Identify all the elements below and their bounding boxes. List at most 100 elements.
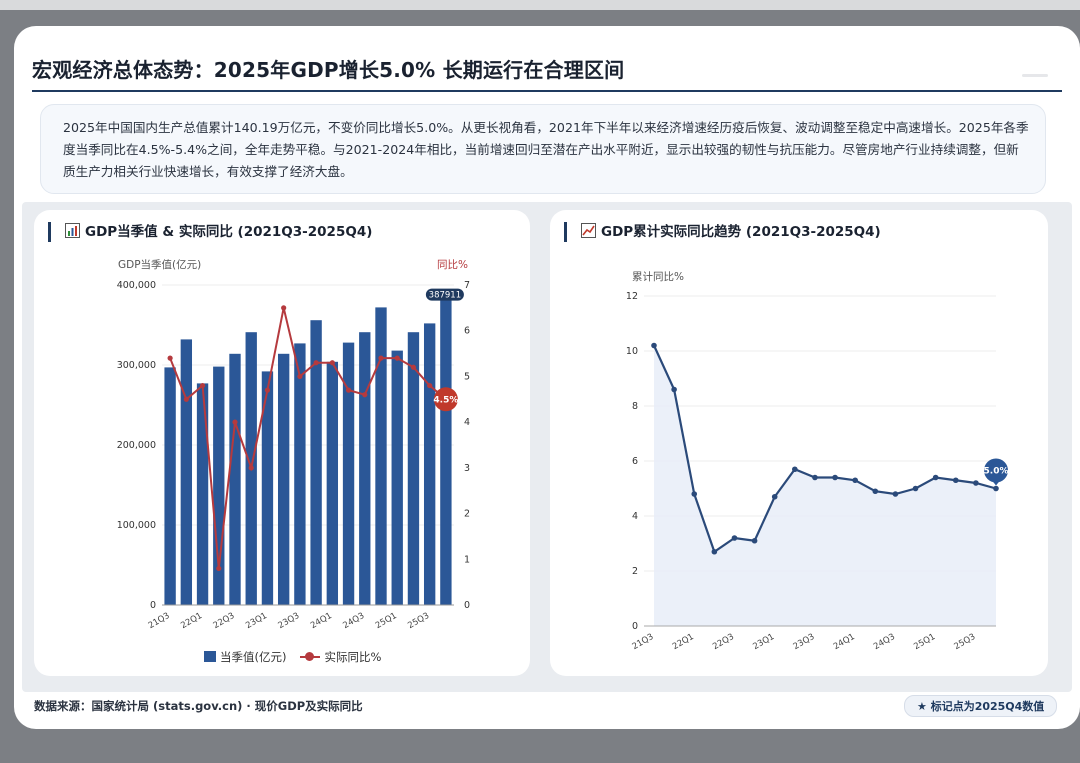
chart1-y2-axis-label: 同比% [437,258,468,271]
chart1-bar [213,366,225,605]
chart1-yoy-point [281,305,287,311]
chart2-point [973,480,979,486]
chart2-x-tick: 22Q3 [711,632,736,652]
chart1-y2-tick: 2 [464,509,470,520]
chart2-x-tick: 24Q1 [832,632,857,652]
chart1-bar [196,383,209,605]
chart2-point [691,491,698,497]
chart1-y-tick: 100,000 [117,520,156,531]
chart1-line-value-badge [433,387,458,412]
chart2-y-tick: 0 [632,621,638,632]
chart2-x-tick: 25Q1 [912,632,937,652]
data-source-note: 数据来源：国家统计局 (stats.gov.cn) · 现价GDP及实际同比 [34,699,363,713]
legend-line-label: 实际同比% [324,650,382,664]
chart2-point [771,493,778,500]
chart2-y-axis-label: 累计同比% [632,270,684,283]
chart2-point [892,491,899,497]
chart1-y2-tick: 3 [464,463,470,474]
chart2-y-tick: 12 [626,291,638,302]
chart1-x-tick: 25Q1 [374,611,399,631]
chart1-yoy-point [362,392,368,398]
chart2-point [812,474,818,481]
chart2-x-tick: 22Q1 [671,632,696,652]
chart2-point [932,474,939,481]
chart1-bar [375,307,387,605]
chart1-bar-value-label: 387911 [429,291,461,301]
chart1-yoy-point [297,373,303,380]
chart2-point [852,477,858,484]
chart1-yoy-point [232,419,238,425]
chart1-yoy-point [345,387,352,393]
summary-text: 2025年中国国内生产总值累计140.19万亿元，不变价同比增长5.0%。从更长… [63,120,1029,179]
chart2-value-badge [984,458,1008,483]
chart1-bar [229,353,241,605]
chart1-bar [326,361,339,605]
chart1-legend: 当季值(亿元) 实际同比% [204,649,381,665]
chart2-point [993,485,999,492]
chart1-yoy-point [264,387,271,393]
chart1-x-tick: 25Q3 [406,611,431,631]
chart1-bar-value-badge [425,288,464,301]
summary-box: 2025年中国国内生产总值累计140.19万亿元，不变价同比增长5.0%。从更长… [40,104,1046,194]
chart1-yoy-point [378,355,384,361]
chart1-y2-tick: 0 [464,600,470,611]
chart1-bar [407,332,420,605]
legend-line-swatch [300,651,321,662]
chart1-yoy-point [394,355,400,361]
chart1-bar [391,350,403,605]
chart2-y-tick: 4 [632,511,638,522]
chart2-x-tick: 23Q3 [792,632,817,652]
gdp-cumulative-panel: GDP累计实际同比趋势 (2021Q3-2025Q4) 累计同比% 0 2 4 6 8 10… [550,210,1048,676]
chart1-yoy-point [183,396,189,402]
legend-bar-swatch [204,651,216,662]
gdp-bar-line-chart: GDP当季值(亿元) 同比% 0 100,000 200,000 300,000 400,0… [117,258,470,631]
chart1-y2-tick: 7 [464,280,470,291]
bar-chart-icon [65,223,80,238]
chart1-x-tick: 23Q1 [244,611,269,631]
chart2-point [792,466,798,473]
legend-bar-label: 当季值(亿元) [220,650,287,664]
chart1-bar [359,332,371,605]
browser-top-strip [0,0,1080,10]
chart1-title-text: GDP当季值 & 实际同比 (2021Q3-2025Q4) [85,224,373,240]
chart1-y-tick: 200,000 [117,440,156,451]
chart2-point [671,386,677,393]
chart2-y-tick: 10 [626,346,638,357]
chart2-x-tick: 21Q3 [631,632,656,652]
report-card: 宏观经济总体态势：2025年GDP增长5.0% 长期运行在合理区间 2025年中… [14,26,1080,729]
chart1-x-tick: 22Q1 [179,611,204,631]
chart2-title: GDP累计实际同比趋势 (2021Q3-2025Q4) [564,222,881,242]
chart1-bar [423,323,436,605]
chart1-x-tick: 22Q3 [212,611,237,631]
chart2-point [952,477,959,484]
chart2-point [872,488,879,495]
chart1-y2-tick: 5 [464,371,470,382]
chart1-yoy-point [248,465,254,471]
chart1-x-tick: 21Q3 [147,611,172,631]
chart2-point [912,485,919,492]
chart1-bar [277,353,290,605]
window-handle [1022,74,1048,77]
gdp-quarterly-panel: GDP当季值 & 实际同比 (2021Q3-2025Q4) GDP当季值(亿元)… [34,210,530,676]
chart2-area-fill [654,345,996,626]
chart1-yoy-point [313,360,319,366]
marker-note-badge: ★ 标记点为2025Q4数值 [904,695,1058,717]
bottom-strip [0,740,1080,763]
chart2-point [711,548,718,555]
chart2-x-tick: 25Q3 [953,632,978,652]
chart1-y-axis-label: GDP当季值(亿元) [118,258,201,271]
chart1-yoy-point [167,355,173,361]
chart2-point [832,474,838,481]
chart1-bar [342,342,355,605]
chart1-yoy-line [169,307,447,569]
chart1-yoy-point [410,364,417,370]
chart2-x-tick: 24Q3 [872,632,897,652]
chart1-y-tick: 0 [150,600,156,611]
chart2-y-tick: 2 [632,566,638,577]
chart1-bar [180,339,193,605]
chart2-point [731,535,738,541]
chart1-bar [440,294,452,605]
chart1-bar [164,367,176,605]
chart1-yoy-point [216,565,222,572]
chart1-y2-tick: 1 [464,554,470,565]
